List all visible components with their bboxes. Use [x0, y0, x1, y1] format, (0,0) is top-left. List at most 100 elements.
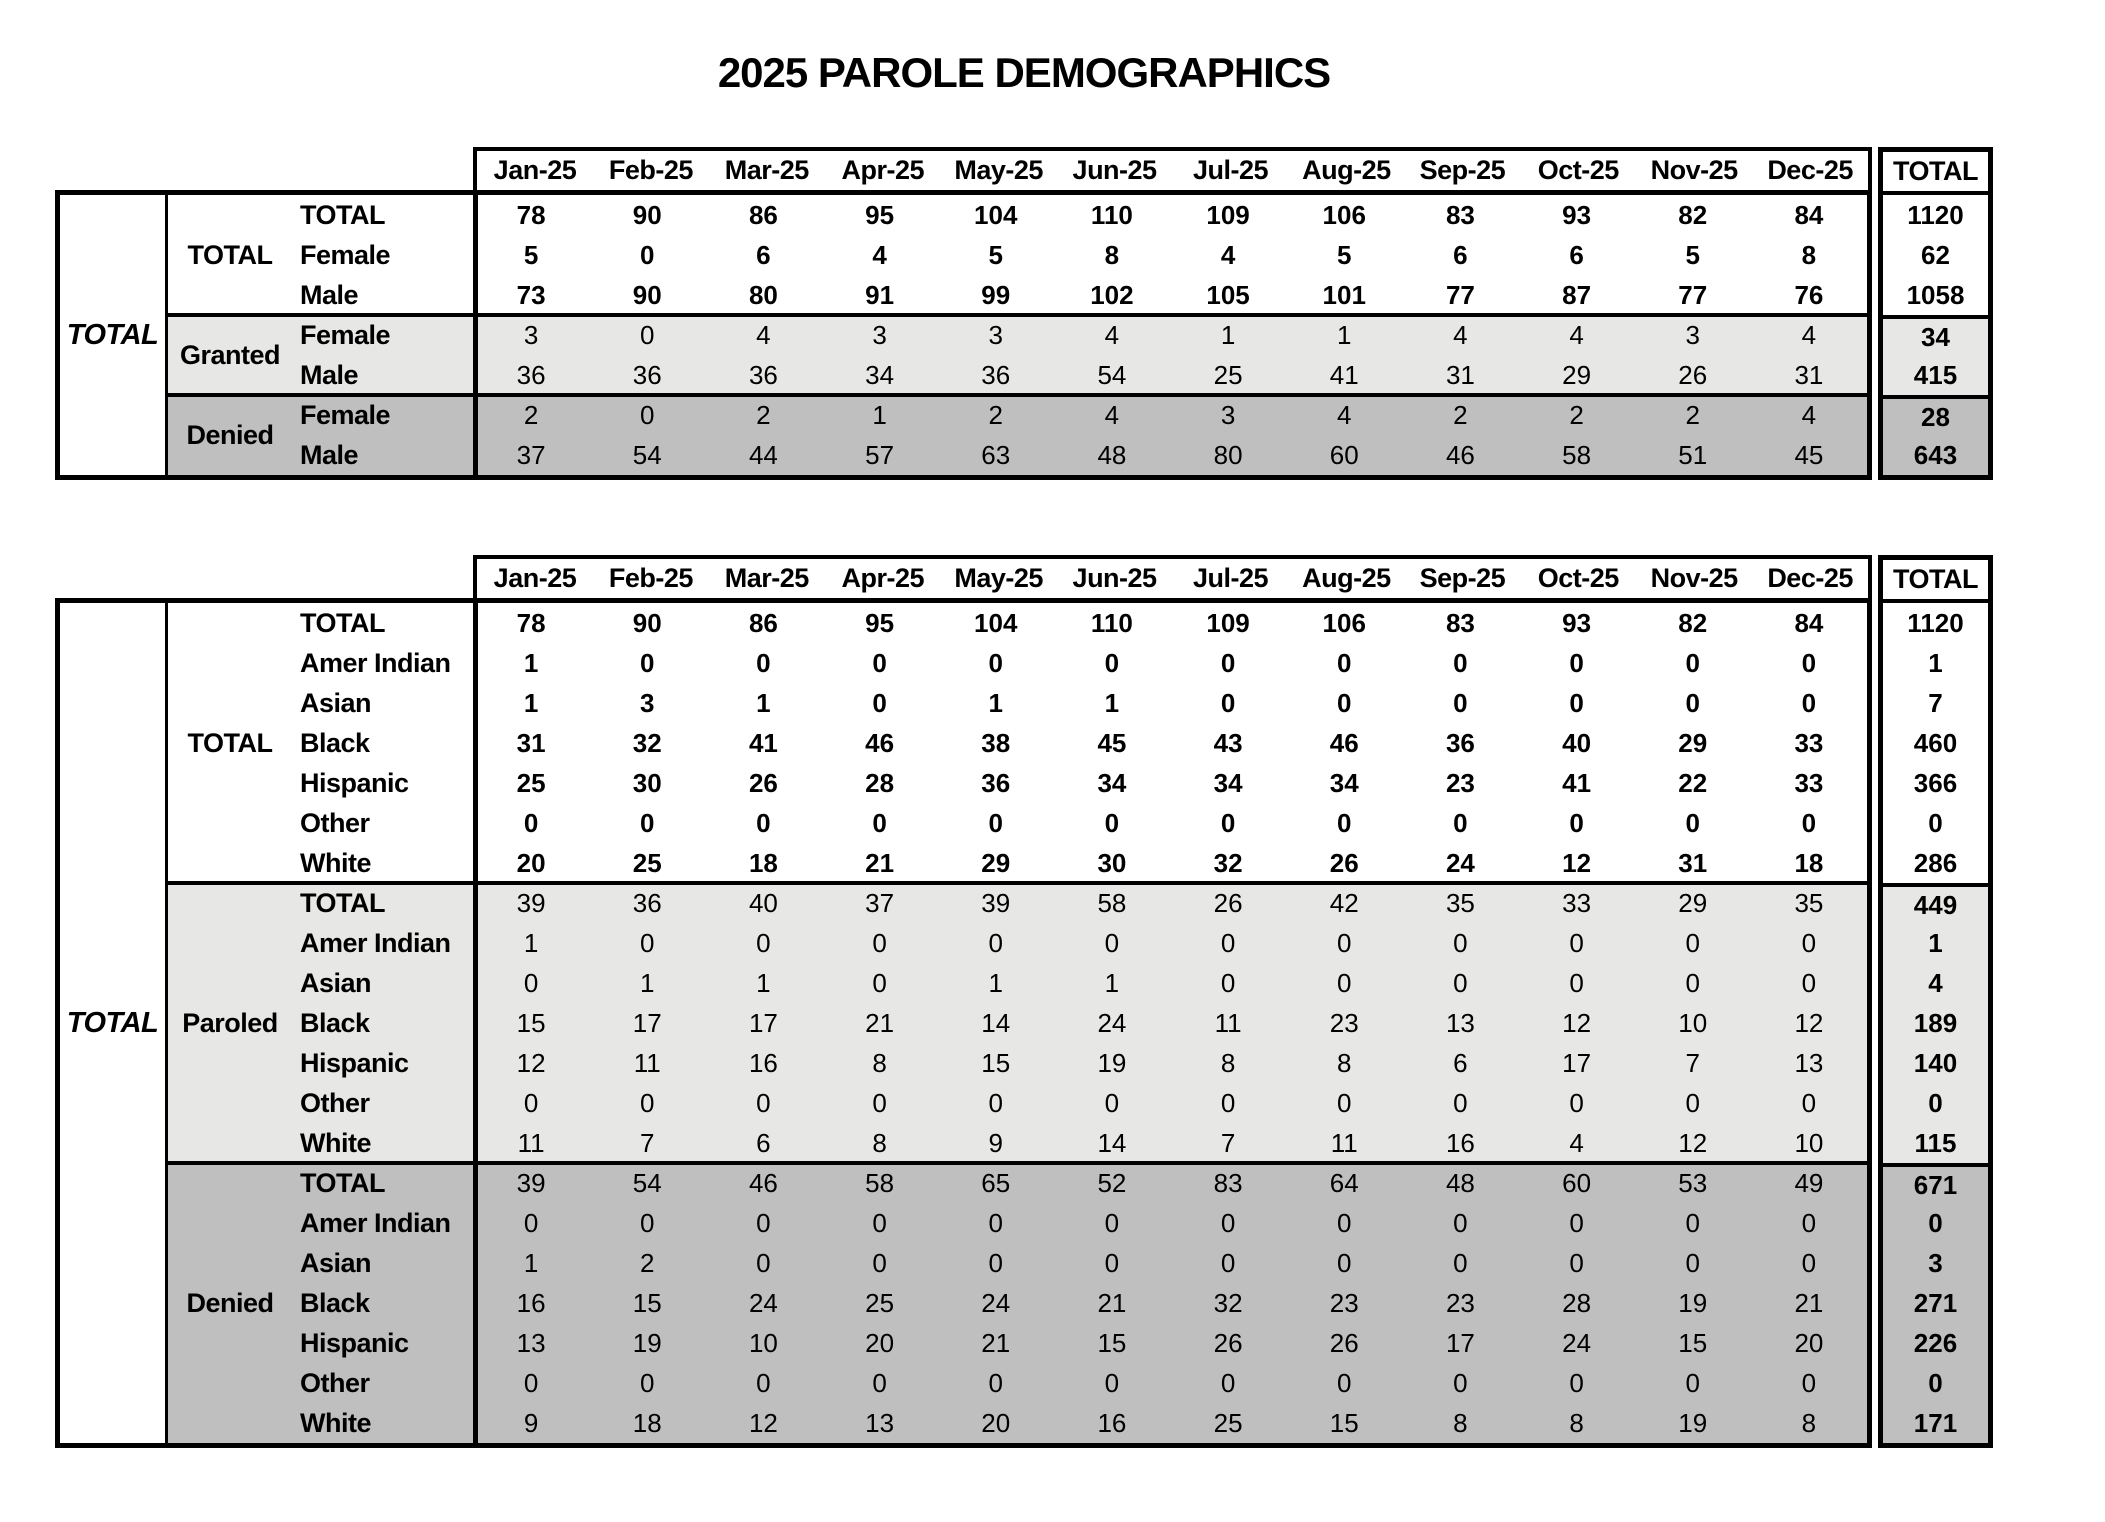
group-divider	[165, 881, 1867, 885]
data-cell: 4	[1053, 315, 1170, 355]
data-cell: 83	[1169, 1163, 1287, 1203]
data-cell: 82	[1678, 607, 1708, 638]
data-cell: 0	[821, 1363, 938, 1403]
month-header-cell: Jul-25	[1192, 563, 1269, 593]
data-cell: 48	[1402, 1163, 1519, 1203]
data-cell: 26	[1329, 847, 1359, 878]
data-cell: 99	[981, 279, 1011, 310]
data-cell: 0	[1750, 1363, 1867, 1403]
total-cell: 0	[1928, 807, 1943, 838]
data-cell: 1	[1104, 687, 1120, 718]
data-cell: 36	[937, 355, 1054, 395]
data-cell: 0	[872, 807, 887, 838]
row-label: Amer Indian	[300, 647, 451, 678]
data-cell: 8	[1286, 1043, 1403, 1083]
data-cell: 8	[1402, 1403, 1519, 1443]
data-cell: 1	[1169, 315, 1287, 355]
data-cell: 0	[1634, 963, 1751, 1003]
month-header-cell: Jun-25	[1072, 563, 1158, 593]
data-area-divider	[473, 603, 478, 1443]
data-cell: 22	[1678, 767, 1708, 798]
data-cell: 0	[473, 1203, 590, 1243]
race-total-column: TOTAL 1120 1 7 460 366 0 286 449 1 4 189 140 0 115 671 0…	[1878, 555, 1993, 1448]
data-cell: 11	[589, 1043, 706, 1083]
data-cell: 90	[632, 279, 662, 310]
row-label: Black	[295, 1283, 473, 1323]
data-cell: 4	[1750, 395, 1867, 435]
data-cell: 4	[872, 239, 887, 270]
row-label: Male	[300, 279, 359, 310]
data-cell: 32	[632, 727, 662, 758]
data-cell: 0	[705, 1203, 822, 1243]
row-label: Female	[295, 315, 473, 355]
data-cell: 4	[1518, 1123, 1635, 1163]
data-cell: 0	[1169, 923, 1287, 963]
data-cell: 0	[756, 807, 771, 838]
month-header-row-gender: Jan-25 Feb-25 Mar-25 Apr-25 May-25 Jun-25 Jul-…	[473, 147, 1872, 190]
data-cell: 54	[589, 1163, 706, 1203]
total-cell: 34	[1883, 315, 1988, 355]
data-cell: 0	[1750, 963, 1867, 1003]
data-cell: 34	[1213, 767, 1243, 798]
data-cell: 0	[589, 315, 706, 355]
data-cell: 28	[1518, 1283, 1635, 1323]
data-cell: 19	[1634, 1403, 1751, 1443]
data-cell: 29	[981, 847, 1011, 878]
data-cell: 4	[1402, 315, 1519, 355]
total-cell: 1	[1928, 647, 1943, 678]
group-divider	[165, 393, 1867, 397]
data-cell: 5	[523, 239, 539, 270]
data-cell: 0	[1518, 1243, 1635, 1283]
group-divider	[165, 1161, 1867, 1165]
data-cell: 77	[1678, 279, 1708, 310]
total-cell: 226	[1883, 1323, 1988, 1363]
label-column-divider	[165, 195, 168, 475]
data-cell: 21	[865, 847, 895, 878]
data-cell: 23	[1445, 767, 1475, 798]
data-cell: 0	[705, 1083, 822, 1123]
total-cell: 286	[1913, 847, 1958, 878]
label-column-divider	[165, 603, 168, 1443]
data-cell: 6	[756, 239, 771, 270]
data-cell: 26	[1169, 1323, 1287, 1363]
data-cell: 0	[473, 963, 590, 1003]
data-cell: 34	[1097, 767, 1127, 798]
row-label: TOTAL	[300, 607, 386, 638]
data-cell: 95	[865, 199, 895, 230]
data-cell: 33	[1518, 883, 1635, 923]
data-cell: 32	[1169, 1283, 1287, 1323]
data-cell: 4	[1750, 315, 1867, 355]
total-cell: 643	[1883, 435, 1988, 475]
row-label: Male	[295, 355, 473, 395]
data-cell: 31	[516, 727, 546, 758]
data-cell: 0	[1801, 687, 1817, 718]
data-cell: 104	[974, 199, 1018, 230]
data-cell: 0	[1518, 1203, 1635, 1243]
data-cell: 36	[1445, 727, 1475, 758]
month-header-cell: Oct-25	[1537, 563, 1620, 593]
data-cell: 0	[1053, 923, 1170, 963]
data-cell: 1	[589, 963, 706, 1003]
data-cell: 0	[1402, 1203, 1519, 1243]
data-cell: 13	[1750, 1043, 1867, 1083]
data-cell: 42	[1286, 883, 1403, 923]
data-cell: 10	[1750, 1123, 1867, 1163]
data-cell: 32	[1213, 847, 1243, 878]
data-cell: 45	[1750, 435, 1867, 475]
data-cell: 4	[705, 315, 822, 355]
month-header-cell: Jul-25	[1192, 155, 1269, 185]
data-cell: 0	[1220, 807, 1236, 838]
data-cell: 101	[1322, 279, 1366, 310]
data-cell: 91	[865, 279, 895, 310]
month-header-cell: Nov-25	[1650, 563, 1739, 593]
data-cell: 0	[1053, 1083, 1170, 1123]
data-cell: 12	[473, 1043, 590, 1083]
data-cell: 12	[1634, 1123, 1751, 1163]
group-label: TOTAL	[187, 239, 274, 270]
data-cell: 36	[473, 355, 590, 395]
data-cell: 3	[937, 315, 1054, 355]
data-cell: 21	[821, 1003, 938, 1043]
data-cell: 76	[1794, 279, 1824, 310]
data-cell: 0	[1104, 807, 1120, 838]
